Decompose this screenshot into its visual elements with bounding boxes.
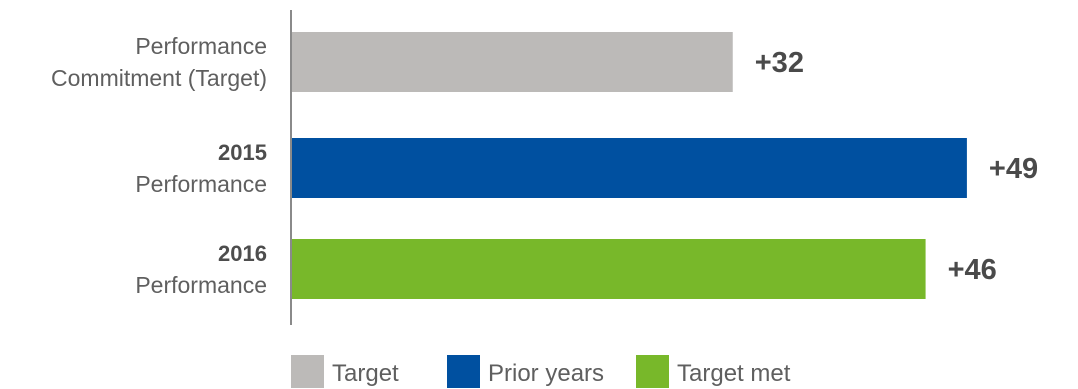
- bar-2: [292, 138, 967, 198]
- legend-label-1: Target: [332, 360, 399, 387]
- category-label-1-line2: Commitment (Target): [51, 65, 267, 91]
- bar-value-label-2: +49: [989, 153, 1038, 185]
- bar-value-label-3: +46: [948, 254, 997, 286]
- category-label-1-line1: Performance: [135, 33, 267, 59]
- bar-1: [292, 32, 733, 92]
- bar-3: [292, 239, 926, 299]
- legend-label-2: Prior years: [488, 360, 604, 387]
- legend-swatch-3: [636, 355, 669, 388]
- legend-label-3: Target met: [677, 360, 791, 387]
- legend: Target Prior years Target met: [291, 355, 791, 388]
- category-label-3-line1: 2016: [218, 241, 267, 266]
- bars-layer: [292, 32, 967, 299]
- category-label-3-line2: Performance: [135, 272, 267, 298]
- labels-layer: +32 Performance Commitment (Target) +49 2015…: [51, 33, 1038, 298]
- legend-swatch-1: [291, 355, 324, 388]
- category-label-2-line2: Performance: [135, 171, 267, 197]
- category-label-2-line1: 2015: [218, 140, 267, 165]
- bar-value-label-1: +32: [755, 47, 804, 79]
- legend-swatch-2: [447, 355, 480, 388]
